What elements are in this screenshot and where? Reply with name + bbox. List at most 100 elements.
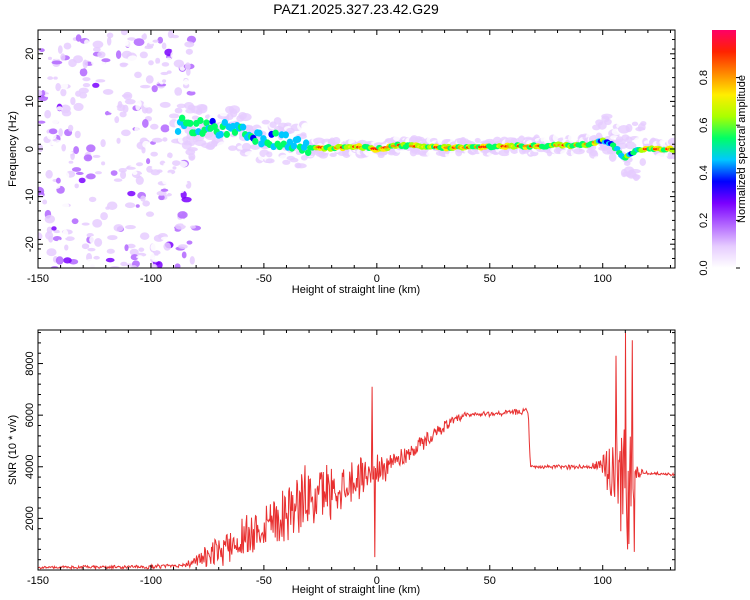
spectrogram-noise-cell	[48, 39, 57, 48]
spectrogram-noise-cell	[179, 180, 188, 186]
spectrogram-noise-cell	[135, 116, 144, 123]
spectrogram-noise-cell	[152, 250, 161, 256]
spectrogram-halo-cell	[592, 167, 602, 173]
spectrogram-ridge-cell	[294, 135, 302, 143]
spectrogram-y-tick-label: 10	[24, 95, 36, 107]
spectrogram-noise-cell	[158, 194, 165, 201]
spectrogram-noise-cell	[119, 111, 127, 118]
spectrogram-noise-cell	[86, 173, 96, 180]
colorbar-tick-label: 0.0	[698, 260, 710, 275]
spectrogram-noise-cell	[135, 162, 144, 167]
spectrogram-noise-cell	[170, 231, 178, 237]
spectrogram-noise-cell	[160, 124, 170, 133]
spectrogram-noise-cell	[90, 30, 99, 39]
spectrogram-noise-cell	[42, 199, 48, 205]
spectrogram-noise-cell	[72, 55, 84, 64]
spectrogram-noise-cell	[124, 202, 136, 209]
spectrogram-noise-cell	[122, 104, 129, 113]
spectrogram-noise-cell	[73, 102, 84, 112]
spectrogram-noise-cell	[167, 261, 175, 267]
spectrogram-noise-cell	[179, 261, 189, 268]
spectrogram-noise-cell	[186, 240, 193, 245]
spectrogram-noise-cell	[131, 265, 138, 268]
spectrogram-noise-cell	[165, 157, 172, 167]
spectrogram-halo-cell	[304, 128, 315, 135]
spectrogram-halo-cell	[176, 103, 187, 109]
spectrogram-noise-cell	[115, 254, 125, 258]
spectrogram-noise-cell	[51, 60, 63, 65]
snr-x-tick-label: -150	[27, 575, 49, 587]
spectrogram-halo-cell	[228, 145, 238, 151]
spectrogram-noise-cell	[92, 46, 101, 52]
spectrogram-noise-cell	[145, 91, 155, 100]
spectrogram-noise-cell	[85, 102, 92, 108]
spectrogram-noise-cell	[184, 41, 195, 48]
spectrogram-noise-cell	[64, 244, 69, 251]
spectrogram-noise-cell	[174, 95, 185, 105]
spectrogram-noise-cell	[174, 107, 183, 114]
spectrogram-halo-cell	[204, 131, 217, 141]
spectrogram-noise-cell	[46, 226, 53, 234]
spectrogram-noise-cell	[116, 89, 121, 98]
spectrogram-noise-cell	[44, 110, 52, 119]
spectrogram-halo-cell	[183, 102, 194, 110]
spectrogram-noise-cell	[61, 144, 67, 152]
spectrogram-ridge-cell	[290, 142, 298, 150]
snr-x-tick-label: 0	[374, 575, 380, 587]
spectrogram-noise-cell	[82, 77, 91, 82]
spectrogram-noise-cell	[162, 79, 167, 83]
spectrogram-noise-cell	[134, 71, 142, 79]
spectrogram-x-tick-label: -100	[140, 273, 162, 285]
spectrogram-halo-cell	[625, 123, 633, 133]
spectrogram-noise-cell	[67, 124, 74, 132]
spectrogram-noise-cell	[157, 36, 164, 44]
spectrogram-noise-cell	[71, 167, 82, 172]
spectrogram-ridge-cell	[197, 117, 204, 125]
spectrogram-x-tick-label: -50	[256, 273, 272, 285]
spectrogram-noise-cell	[94, 237, 103, 247]
spectrogram-noise-cell	[44, 94, 53, 98]
spectrogram-noise-cell	[120, 170, 127, 180]
spectrogram-noise-cell	[132, 170, 138, 175]
spectrogram-halo-cell	[295, 163, 307, 169]
spectrogram-noise-cell	[106, 201, 118, 211]
spectrogram-noise-cell	[85, 258, 97, 263]
spectrogram-noise-cell	[68, 160, 74, 164]
spectrogram-noise-cell	[121, 40, 129, 46]
spectrogram-noise-cell	[38, 120, 46, 124]
colorbar-tick-label: 0.8	[698, 70, 710, 85]
spectrogram-noise-cell	[60, 53, 66, 61]
spectrogram-noise-cell	[83, 154, 93, 162]
spectrogram-noise-cell	[148, 60, 154, 66]
spectrogram-y-ticks: -20 -10 0 10 20	[24, 29, 675, 269]
spectrogram-noise-cell	[125, 80, 136, 85]
spectrogram-noise-cell	[78, 177, 86, 184]
spectrogram-x-ticks: -150 -100 -50 0 50 100	[27, 30, 671, 285]
spectrogram-noise-cell	[84, 39, 90, 46]
snr-y-tick-label: 8000	[24, 351, 36, 375]
spectrogram-noise-cell	[53, 76, 58, 80]
spectrogram-y-tick-label: 0	[24, 146, 36, 152]
spectrogram-noise-cell	[139, 187, 151, 193]
spectrogram-noise-cell	[172, 160, 181, 166]
spectrogram-noise-cell	[74, 183, 79, 189]
spectrogram-noise-cell	[63, 151, 74, 155]
spectrogram-noise-cell	[161, 62, 170, 67]
spectrogram-ridge-cell	[187, 119, 194, 127]
spectrogram-noise-cell	[150, 169, 161, 176]
spectrogram-noise-cell	[53, 229, 61, 234]
spectrogram-noise-cell	[94, 171, 102, 175]
spectrogram-noise-cell	[46, 248, 57, 257]
spectrogram-noise-cell	[104, 181, 109, 188]
spectrogram-noise-cell	[167, 152, 173, 159]
spectrogram-noise-cell	[160, 236, 171, 241]
spectrogram-noise-cell	[104, 196, 114, 202]
spectrogram-noise-cell	[189, 256, 195, 265]
spectrogram-x-tick-label: 100	[594, 273, 612, 285]
spectrogram-noise-cell	[150, 263, 158, 268]
spectrogram-noise-cell	[137, 61, 146, 68]
spectrogram-noise-cell	[38, 232, 43, 241]
snr-y-label: SNR (10 * v/v)	[7, 415, 19, 485]
spectrogram-noise-cell	[48, 128, 58, 135]
